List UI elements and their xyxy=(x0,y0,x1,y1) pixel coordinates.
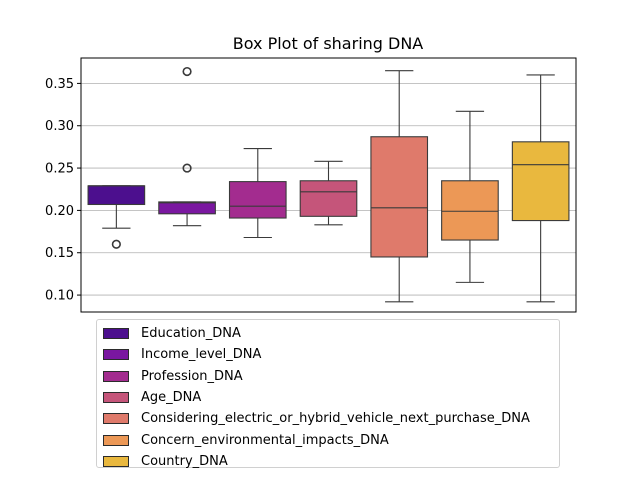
box-iqr xyxy=(511,141,570,222)
y-tick-label: 0.30 xyxy=(45,119,74,134)
legend-item: Education_DNA xyxy=(103,323,559,344)
outlier-point xyxy=(182,66,192,77)
legend-label: Education_DNA xyxy=(141,326,241,342)
legend-swatch xyxy=(103,455,129,467)
legend-item: Considering_electric_or_hybrid_vehicle_n… xyxy=(103,408,559,429)
y-tick-label: 0.20 xyxy=(45,204,74,219)
box-1 xyxy=(87,185,146,249)
outlier-point xyxy=(111,239,121,249)
box-iqr xyxy=(87,185,146,206)
legend-item: Profession_DNA xyxy=(103,366,559,387)
legend-swatch xyxy=(103,392,129,404)
legend-swatch xyxy=(103,413,129,425)
legend-label: Country_DNA xyxy=(141,453,228,469)
box-3 xyxy=(228,148,287,239)
legend-label: Concern_environmental_impacts_DNA xyxy=(141,432,389,448)
legend-label: Profession_DNA xyxy=(141,368,243,384)
y-tick-label: 0.15 xyxy=(45,246,74,261)
plot-area-frame xyxy=(80,57,577,313)
legend-item: Country_DNA xyxy=(103,451,559,472)
legend-label: Considering_electric_or_hybrid_vehicle_n… xyxy=(141,411,530,427)
chart-title: Box Plot of sharing DNA xyxy=(233,34,424,53)
y-tick-label: 0.10 xyxy=(45,289,74,304)
y-axis: 0.10 0.15 0.20 0.25 0.30 0.35 xyxy=(45,77,81,304)
legend-item: Age_DNA xyxy=(103,387,559,408)
legend-swatch xyxy=(103,370,129,382)
box-iqr xyxy=(299,180,358,217)
legend-swatch xyxy=(103,434,129,446)
box-iqr xyxy=(370,136,429,258)
box-5 xyxy=(370,70,429,303)
legend-item: Income_level_DNA xyxy=(103,344,559,365)
box-iqr xyxy=(441,180,499,241)
legend-swatch xyxy=(103,349,129,361)
y-tick-label: 0.35 xyxy=(45,77,74,92)
legend-swatch xyxy=(103,328,129,340)
outlier-point xyxy=(182,163,192,173)
box-iqr xyxy=(158,201,216,215)
legend-label: Income_level_DNA xyxy=(141,347,262,363)
chart-legend: Education_DNA Income_level_DNA Profession_… xyxy=(96,319,560,469)
boxes xyxy=(87,66,570,303)
box-2 xyxy=(158,66,216,227)
box-6 xyxy=(441,110,499,283)
y-tick-label: 0.25 xyxy=(45,162,74,177)
box-4 xyxy=(299,160,358,226)
box-7 xyxy=(511,74,570,303)
box-iqr xyxy=(228,181,287,219)
legend-item: Concern_environmental_impacts_DNA xyxy=(103,429,559,450)
legend-label: Age_DNA xyxy=(141,390,202,406)
